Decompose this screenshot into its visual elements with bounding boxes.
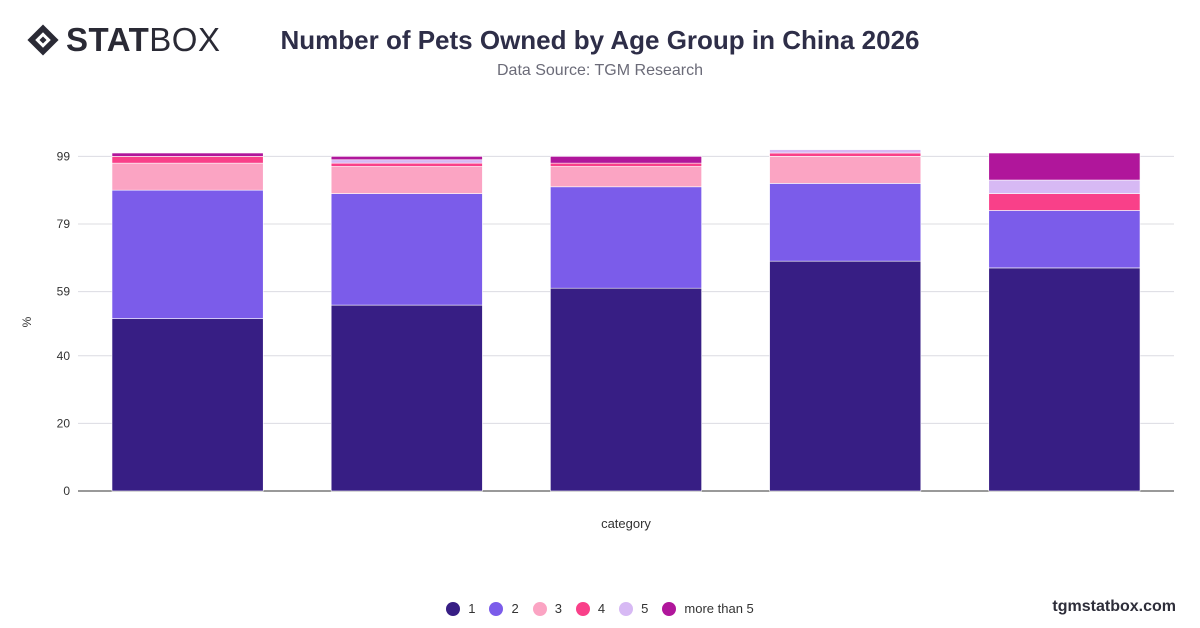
legend-swatch (489, 601, 504, 616)
legend-swatch (662, 601, 677, 616)
bar-segment[interactable] (550, 186, 702, 289)
bar-segment[interactable] (988, 267, 1141, 492)
bar-segment[interactable] (550, 287, 702, 492)
legend-label: 5 (641, 601, 649, 616)
brand-logo: STATBOX (26, 22, 220, 58)
legend-label: 4 (597, 601, 606, 616)
bar-segment[interactable] (769, 149, 922, 154)
watermark: tgmstatbox.com (1052, 598, 1176, 615)
y-tick-label: 59 (57, 285, 71, 299)
legend-item[interactable]: 2 (489, 601, 519, 616)
bar-segment[interactable] (988, 152, 1141, 181)
legend-swatch (619, 601, 634, 616)
bar-segment[interactable] (769, 152, 922, 157)
legend-item[interactable]: 1 (446, 601, 475, 616)
y-tick-label: 79 (57, 217, 71, 231)
chart-title: Number of Pets Owned by Age Group in Chi… (280, 25, 920, 55)
legend-label: 2 (511, 601, 519, 616)
legend-item[interactable]: 4 (575, 601, 606, 616)
bar-segment[interactable] (111, 189, 264, 319)
bar-segment[interactable] (550, 156, 702, 164)
logo-text-bold: STAT (66, 21, 150, 58)
bar-stack (550, 156, 702, 492)
legend-label: more than 5 (684, 601, 754, 616)
y-axis-label: % (20, 316, 34, 327)
y-tick-label: 40 (57, 349, 71, 363)
bar-segment[interactable] (769, 156, 922, 184)
bar-segment[interactable] (769, 183, 922, 262)
x-axis-label: category (601, 516, 651, 531)
logo-text-light: BOX (149, 21, 221, 58)
bar-segment[interactable] (550, 162, 702, 167)
bar-segment[interactable] (550, 166, 702, 188)
legend-swatch (446, 601, 461, 616)
bar-stack (111, 152, 264, 492)
bar-segment[interactable] (111, 318, 264, 492)
bar-segment[interactable] (988, 193, 1141, 211)
chart-bars (111, 149, 1141, 492)
bar-segment[interactable] (988, 179, 1141, 194)
bar-stack (330, 156, 483, 492)
bar-segment[interactable] (330, 193, 483, 306)
bar-segment[interactable] (330, 159, 483, 164)
bar-segment[interactable] (330, 304, 483, 492)
bar-segment[interactable] (111, 162, 264, 191)
bar-segment[interactable] (330, 166, 483, 194)
legend-label: 3 (554, 601, 562, 616)
chart-legend: 1 2 3 4 5 more than 5 (0, 601, 1200, 616)
bar-segment[interactable] (988, 210, 1141, 269)
bar-stack (769, 149, 922, 492)
y-tick-label: 20 (57, 416, 71, 430)
legend-label: 1 (468, 601, 476, 616)
bar-segment[interactable] (769, 260, 922, 492)
y-tick-label: 99 (57, 149, 71, 163)
legend-item[interactable]: more than 5 (662, 601, 754, 616)
bar-segment[interactable] (330, 156, 483, 161)
logo-wordmark: STATBOX (66, 22, 220, 58)
bar-segment[interactable] (111, 152, 264, 157)
legend-swatch (532, 601, 547, 616)
diamond-logo-icon (27, 24, 59, 56)
legend-item[interactable]: 3 (532, 601, 562, 616)
y-tick-label: 0 (63, 484, 70, 498)
bar-segment[interactable] (330, 162, 483, 167)
legend-swatch (575, 601, 590, 616)
legend-item[interactable]: 5 (619, 601, 648, 616)
chart-subtitle: Data Source: TGM Research (496, 62, 703, 79)
bar-segment[interactable] (111, 156, 264, 164)
bar-stack (988, 152, 1141, 492)
